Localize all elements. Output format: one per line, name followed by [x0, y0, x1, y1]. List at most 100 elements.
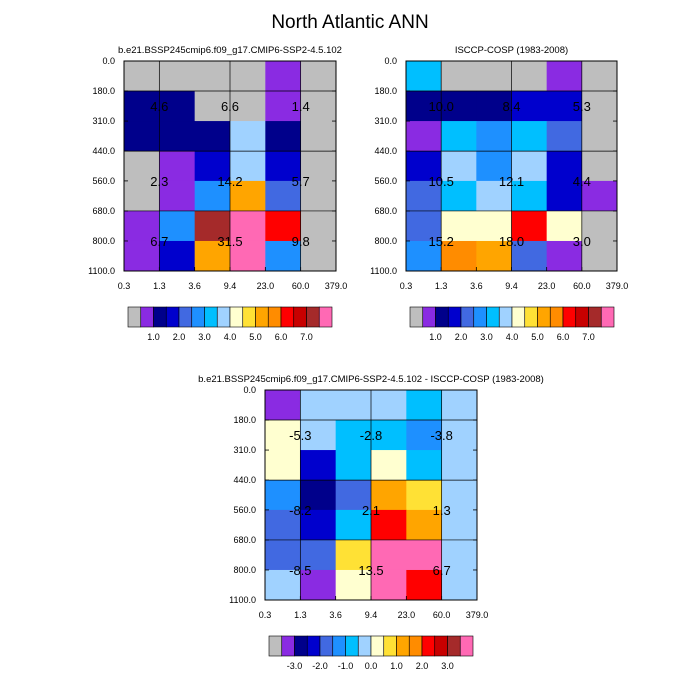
heatmap-cell: [124, 210, 160, 242]
heatmap-cell: [406, 480, 443, 511]
y-tick-label: 0.0: [384, 56, 397, 66]
y-tick-label: 0.0: [102, 56, 115, 66]
data-label: 4.4: [573, 174, 591, 189]
colorbar-label: 1.0: [147, 332, 160, 342]
heatmap-cell: [124, 121, 160, 152]
heatmap-cell: [124, 61, 160, 92]
data-label: 9.8: [292, 234, 310, 249]
colorbar-box: [268, 635, 283, 657]
x-tick-label: 1.3: [153, 281, 166, 291]
colorbar-box: [575, 306, 589, 328]
data-label: 6.7: [433, 563, 451, 578]
heatmap-cell: [265, 509, 301, 541]
heatmap-cell: [371, 509, 407, 541]
x-tick-label: 23.0: [398, 610, 416, 620]
colorbar-box: [435, 306, 449, 328]
x-tick-label: 379.0: [325, 281, 348, 291]
colorbar-box: [549, 306, 564, 328]
heatmap-cell: [511, 210, 548, 242]
x-tick-label: 60.0: [573, 281, 591, 291]
data-label: 4.6: [150, 99, 168, 114]
heatmap-cell: [159, 91, 196, 122]
heatmap-cell: [581, 121, 618, 152]
y-tick-label: 310.0: [92, 116, 115, 126]
colorbar-box: [537, 306, 551, 328]
colorbar-box: [178, 306, 193, 328]
heatmap-cell: [265, 390, 301, 421]
colorbar-box: [280, 306, 295, 328]
colorbar-box: [434, 635, 448, 657]
colorbar-box: [383, 635, 397, 657]
heatmap-cell: [265, 91, 302, 122]
heatmap-cell: [441, 240, 477, 272]
colorbar-label: 3.0: [441, 661, 454, 671]
heatmap-cell: [406, 91, 442, 122]
heatmap-cell: [265, 240, 302, 272]
x-tick-label: 1.3: [294, 610, 307, 620]
figure-title: North Atlantic ANN: [271, 12, 429, 33]
colorbar-box: [357, 635, 372, 657]
colorbar-box: [294, 635, 308, 657]
heatmap-cell: [265, 539, 301, 571]
heatmap-cell: [300, 420, 337, 451]
heatmap-cell: [441, 420, 478, 451]
panel-title: ISCCP-COSP (1983-2008): [455, 45, 568, 56]
heatmap-cell: [300, 450, 337, 481]
heatmap-cell: [265, 121, 302, 152]
heatmap-cell: [300, 539, 337, 571]
colorbar-label: 6.0: [275, 332, 288, 342]
colorbar-label: 7.0: [300, 332, 313, 342]
heatmap-cell: [546, 210, 583, 242]
data-label: -3.8: [430, 428, 452, 443]
heatmap-cell: [441, 509, 478, 541]
y-tick-label: 1100.0: [88, 266, 115, 276]
heatmap-cell: [300, 569, 337, 601]
colorbar-label: -2.0: [312, 661, 328, 671]
heatmap-cell: [159, 121, 196, 152]
heatmap-cell: [476, 210, 512, 242]
colorbar-box: [600, 306, 615, 328]
heatmap-cell: [335, 480, 372, 511]
heatmap-cell: [159, 61, 196, 92]
colorbar-box: [140, 306, 154, 328]
colorbar-box: [422, 306, 436, 328]
panel-title: b.e21.BSSP245cmip6.f09_g17.CMIP6-SSP2-4.…: [118, 45, 342, 56]
y-tick-label: 800.0: [233, 565, 256, 575]
colorbar-label: -1.0: [338, 661, 354, 671]
heatmap-cell: [476, 151, 512, 182]
colorbar-label: 2.0: [416, 661, 429, 671]
heatmap-cell: [546, 61, 583, 92]
y-tick-label: 440.0: [233, 475, 256, 485]
colorbar-box: [242, 306, 256, 328]
colorbar-box: [473, 306, 487, 328]
heatmap-cell: [300, 91, 337, 122]
heatmap-cell: [230, 151, 266, 182]
heatmap-cell: [406, 151, 442, 182]
heatmap-cell: [581, 240, 618, 272]
heatmap-cell: [581, 180, 618, 212]
heatmap-cell: [546, 91, 583, 122]
colorbar-box: [498, 306, 513, 328]
heatmap-cell: [441, 151, 477, 182]
heatmap-cell: [441, 210, 477, 242]
heatmap-cell: [406, 180, 442, 212]
heatmap-cell: [406, 569, 443, 601]
y-tick-label: 440.0: [374, 146, 397, 156]
heatmap-cell: [581, 61, 618, 92]
x-tick-label: 9.4: [365, 610, 378, 620]
heatmap-cell: [441, 61, 477, 92]
heatmap-cell: [406, 390, 443, 421]
data-label: -5.3: [289, 428, 311, 443]
data-label: 15.2: [429, 234, 454, 249]
colorbar-box: [153, 306, 167, 328]
colorbar-box: [588, 306, 602, 328]
heatmap-cell: [406, 539, 443, 571]
x-tick-label: 0.3: [118, 281, 131, 291]
heatmap-cell: [265, 180, 302, 212]
heatmap-cell: [441, 180, 477, 212]
x-tick-label: 1.3: [435, 281, 448, 291]
colorbar-box: [447, 635, 461, 657]
heatmap-cell: [230, 121, 266, 152]
colorbar-label: 3.0: [480, 332, 493, 342]
y-tick-label: 440.0: [92, 146, 115, 156]
